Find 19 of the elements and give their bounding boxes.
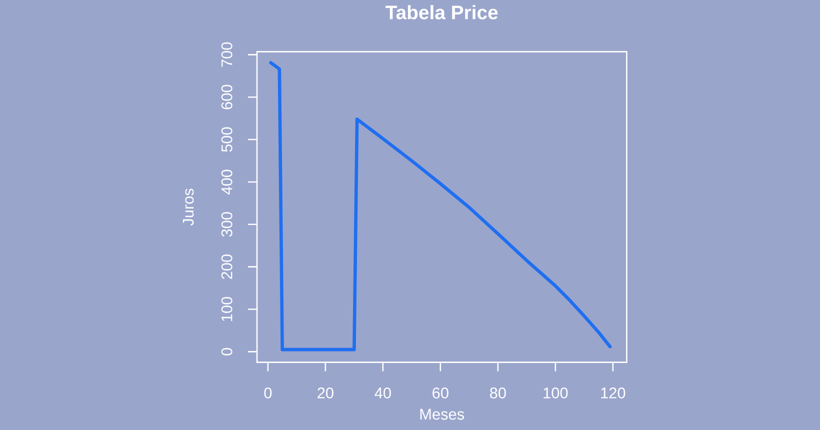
y-tick-label: 300 xyxy=(221,212,232,237)
x-tick-label: 60 xyxy=(432,388,448,398)
x-axis-title: Meses xyxy=(420,408,464,420)
x-tick-label: 20 xyxy=(318,388,334,398)
x-tick-label: 80 xyxy=(490,388,506,398)
x-tick-label: 40 xyxy=(374,388,391,398)
x-tick-label: 0 xyxy=(264,388,272,398)
chart-title: Tabela Price xyxy=(386,5,498,20)
y-tick-label: 400 xyxy=(221,170,232,194)
y-axis-title: Juros xyxy=(182,188,194,226)
y-tick-label: 600 xyxy=(221,84,232,110)
line-series xyxy=(269,61,612,352)
y-tick-label: 0 xyxy=(221,348,232,356)
y-tick-label: 200 xyxy=(221,254,232,279)
y-tick-label: 500 xyxy=(221,127,232,152)
x-tick-label: 100 xyxy=(544,388,568,398)
y-tick-label: 100 xyxy=(221,296,232,321)
y-tick-label: 700 xyxy=(221,42,232,67)
x-tick-label: 120 xyxy=(601,388,626,398)
